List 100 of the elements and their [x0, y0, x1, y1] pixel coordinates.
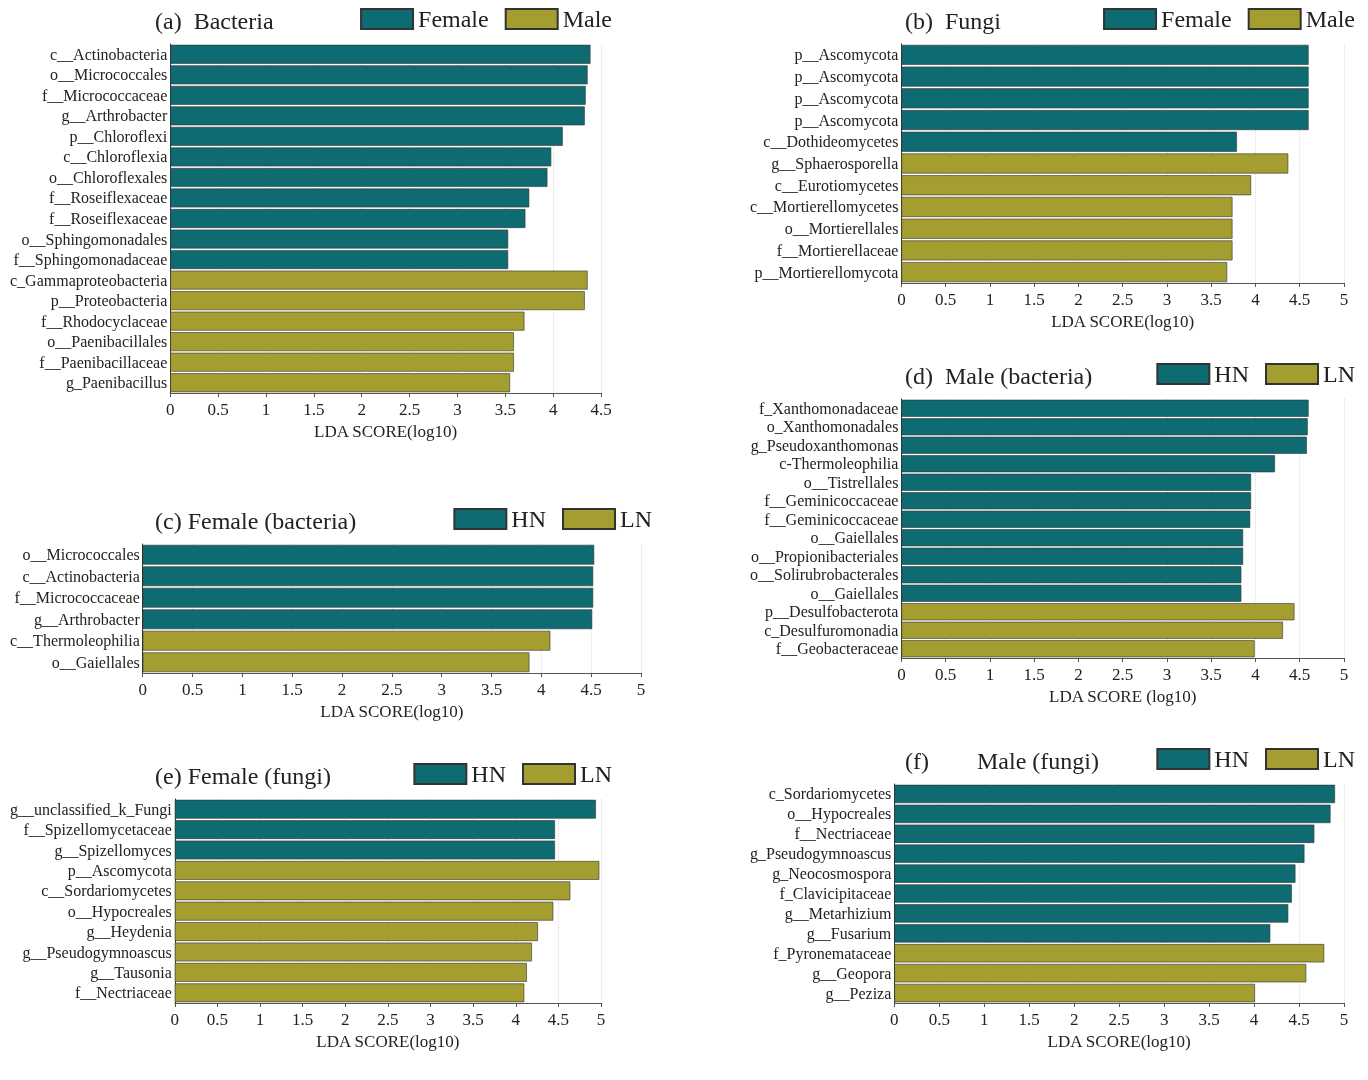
- y-tick-label: g__Geopora: [812, 964, 892, 983]
- legend-label: Male: [1305, 6, 1355, 32]
- x-tick-label: 3: [1159, 1010, 1169, 1029]
- x-axis-title: LDA SCORE(log10): [320, 702, 464, 721]
- y-tick-label: f__Micrococcaceae: [14, 589, 140, 607]
- y-tick-label: c__Actinobacteria: [49, 45, 168, 63]
- y-tick-label: o__Solirubrobacterales: [749, 566, 899, 584]
- y-tick-label: o__Gaiellales: [810, 529, 899, 547]
- y-tick-label: g__Pseudogymnoascus: [22, 943, 172, 962]
- x-tick-label: 3.5: [1200, 665, 1222, 684]
- y-tick-label: g_Paenibacillus: [65, 374, 168, 393]
- x-tick-label: 0: [897, 665, 906, 684]
- y-tick-label: c__Thermoleophilia: [10, 632, 140, 651]
- y-tick-label: c__Actinobacteria: [22, 567, 140, 585]
- x-axis-title: LDA SCORE(log10): [1047, 1032, 1191, 1051]
- x-tick-label: 1: [985, 665, 995, 684]
- x-tick-label: 2.5: [381, 680, 403, 699]
- x-tick-label: 2: [1074, 290, 1083, 309]
- x-tick-label: 4.5: [580, 680, 602, 699]
- y-tick-label: o__Gaiellales: [810, 584, 899, 602]
- y-tick-label: o__Tistrellales: [803, 473, 899, 491]
- x-tick-label: 4.5: [1289, 665, 1311, 684]
- x-tick-label: 0: [890, 1010, 899, 1029]
- y-tick-label: g__Tausonia: [90, 963, 172, 982]
- chart-title: (e) Female (fungi): [155, 763, 331, 789]
- x-axis-title: LDA SCORE(log10): [1051, 312, 1195, 331]
- y-tick-label: o__Paenibacillales: [47, 333, 168, 351]
- y-tick-label: g__Peziza: [825, 984, 892, 1003]
- x-tick-label: 1: [980, 1010, 989, 1029]
- y-tick-label: g__Sphaerosporella: [771, 155, 899, 173]
- x-tick-label: 2: [357, 400, 366, 419]
- y-tick-label: o__Sphingomonadales: [21, 230, 168, 249]
- y-tick-label: g__unclassified_k_Fungi: [10, 800, 173, 819]
- chart-title: (d) Male (bacteria): [905, 363, 1093, 389]
- y-tick-label: f__Nectriaceae: [74, 984, 172, 1002]
- x-tick-label: 5: [596, 1010, 606, 1029]
- y-tick-label: f__Micrococcaceae: [42, 86, 168, 104]
- y-tick-label: f_Xanthomonadaceae: [758, 399, 899, 417]
- x-tick-label: 4: [1249, 1010, 1259, 1029]
- y-tick-label: f__Geobacteraceae: [775, 640, 899, 658]
- x-tick-label: 0.5: [935, 290, 957, 309]
- y-tick-label: o_Xanthomonadales: [766, 418, 899, 436]
- x-tick-label: 2.5: [1108, 1010, 1130, 1029]
- y-tick-label: c_Gammaproteobacteria: [10, 271, 168, 290]
- x-tick-label: 1.5: [1023, 665, 1045, 684]
- legend-label: Female: [418, 6, 489, 32]
- legend-label: LN: [1323, 361, 1356, 387]
- y-tick-label: p__Ascomycota: [794, 89, 899, 108]
- legend-label: HN: [471, 761, 507, 787]
- x-tick-label: 4.5: [547, 1010, 569, 1029]
- y-tick-label: g_Neocosmospora: [772, 865, 892, 884]
- x-axis-title: LDA SCORE(log10): [316, 1032, 460, 1051]
- x-tick-label: 4: [537, 680, 547, 699]
- x-tick-label: 0.5: [935, 665, 957, 684]
- y-tick-label: p__Ascomycota: [794, 111, 899, 130]
- x-tick-label: 4: [548, 400, 558, 419]
- x-tick-label: 3: [453, 400, 462, 419]
- legend-label: HN: [511, 506, 547, 532]
- chart-title: (f) Male (fungi): [905, 748, 1099, 774]
- y-tick-label: p__Proteobacteria: [50, 292, 168, 311]
- x-tick-label: 2: [1069, 1010, 1079, 1029]
- x-axis-title: LDA SCORE(log10): [314, 422, 458, 441]
- x-tick-label: 2.5: [1112, 290, 1134, 309]
- legend-label: HN: [1214, 746, 1250, 772]
- y-tick-label: f__Roseiflexaceae: [49, 210, 168, 227]
- legend-label: Male: [562, 6, 612, 32]
- x-tick-label: 3.5: [494, 400, 516, 419]
- y-tick-label: f_Pyronemataceae: [773, 944, 892, 963]
- x-tick-label: 1.5: [1023, 290, 1045, 309]
- x-tick-label: 1.5: [292, 1010, 314, 1029]
- y-tick-label: f__Spizellomycetaceae: [23, 821, 172, 840]
- y-tick-label: o__Chloroflexales: [49, 168, 168, 186]
- y-tick-label: c__Dothideomycetes: [763, 133, 899, 152]
- x-tick-label: 2.5: [1112, 665, 1134, 684]
- x-tick-label: 3.5: [480, 680, 503, 699]
- x-tick-label: 0.5: [181, 680, 204, 699]
- x-tick-label: 1: [238, 680, 247, 699]
- x-tick-label: 3.5: [1200, 290, 1222, 309]
- x-tick-label: 4.5: [1289, 290, 1311, 309]
- y-tick-label: o__Hypocreales: [787, 805, 892, 824]
- x-tick-label: 1: [255, 1010, 265, 1029]
- chart-title: (c) Female (bacteria): [155, 508, 357, 534]
- x-tick-label: 1.5: [303, 400, 325, 419]
- y-tick-label: f__Paenibacillaceae: [39, 353, 168, 371]
- x-tick-label: 0: [170, 1010, 180, 1029]
- x-tick-label: 4: [1251, 290, 1261, 309]
- x-tick-label: 0: [166, 400, 175, 419]
- x-tick-label: 5: [1339, 290, 1349, 309]
- x-tick-label: 0.5: [207, 400, 229, 419]
- y-tick-label: c-Thermoleophilia: [779, 455, 899, 474]
- y-tick-label: f__Nectriaceae: [794, 825, 892, 843]
- x-tick-label: 0: [138, 680, 147, 699]
- y-tick-label: g__Heydenia: [86, 923, 172, 942]
- x-tick-label: 4.5: [1288, 1010, 1310, 1029]
- y-tick-label: p__Ascomycota: [794, 46, 899, 65]
- y-tick-label: c__Mortierellomycetes: [750, 198, 899, 217]
- x-tick-label: 2: [1074, 665, 1083, 684]
- y-tick-label: g__Metarhizium: [784, 904, 892, 923]
- x-axis-title: LDA SCORE (log10): [1049, 687, 1197, 706]
- y-tick-label: o__Gaiellales: [51, 653, 140, 671]
